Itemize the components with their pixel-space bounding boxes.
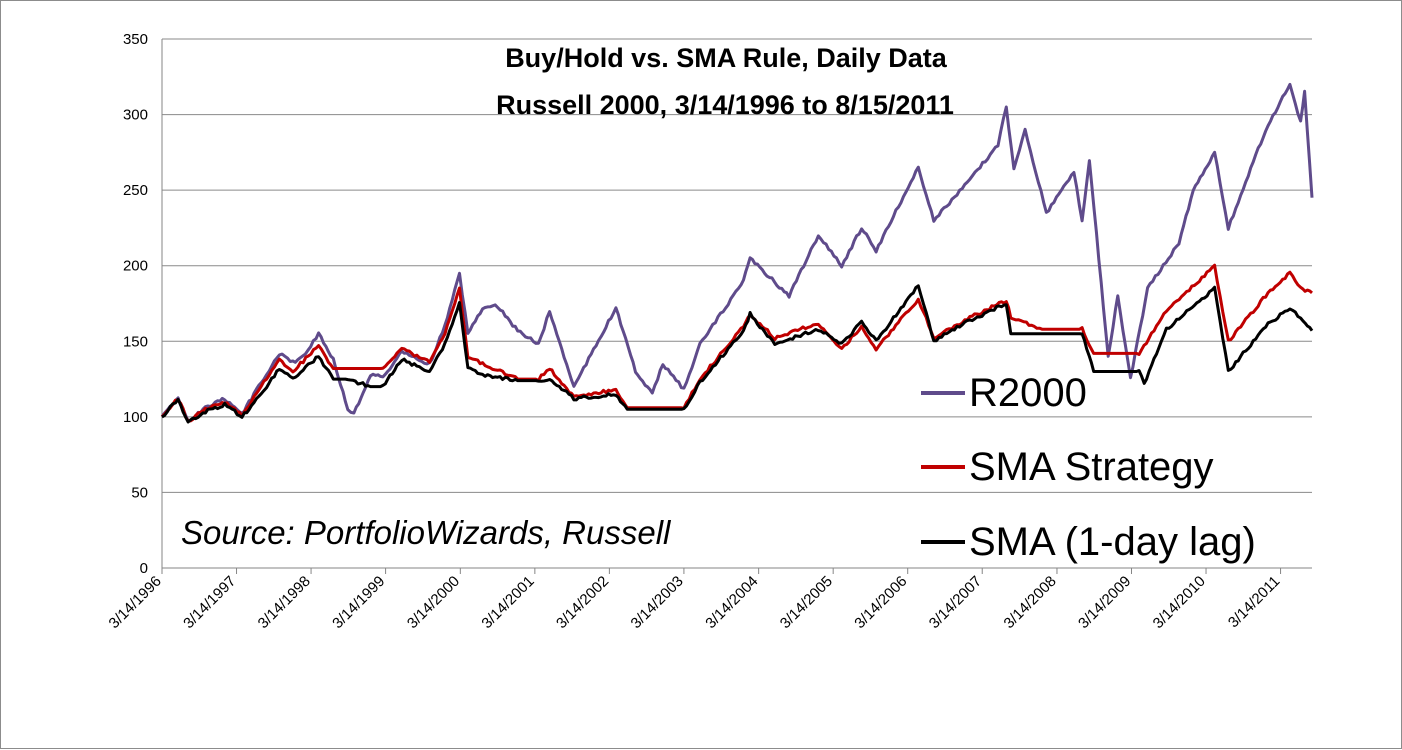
series-line-sma-strategy [160,263,1313,423]
x-tick-label: 3/14/1997 [180,573,239,632]
series-line-sma-1-day-lag [161,284,1314,424]
legend-label-sma-lag: SMA (1-day lag) [969,520,1256,564]
y-tick-label: 0 [140,560,148,577]
x-tick-label: 3/14/1999 [329,573,388,632]
x-tick-label: 3/14/2006 [851,573,910,632]
y-tick-label: 250 [123,182,148,199]
chart-subtitle: Russell 2000, 3/14/1996 to 8/15/2011 [496,90,954,120]
legend-label-sma-strategy: SMA Strategy [969,445,1214,489]
y-tick-label: 150 [123,333,148,350]
x-axis [161,568,1282,574]
legend: R2000 SMA Strategy SMA (1-day lag) [921,371,1256,564]
series-line-r2000 [160,82,1314,423]
x-tick-label: 3/14/2003 [628,573,687,632]
x-tick-label: 3/14/2011 [1225,573,1283,631]
x-tick-label: 3/14/1998 [255,573,314,632]
y-tick-label: 200 [123,258,148,275]
x-axis-tick-labels: 3/14/1996 3/14/1997 3/14/1998 3/14/1999 3/14… [106,573,1284,632]
x-tick-label: 3/14/2010 [1150,573,1209,632]
y-tick-label: 50 [131,484,148,501]
series-lines [160,82,1314,424]
y-axis-tick-labels: 0 50 100 150 200 250 300 350 [123,31,148,577]
gridlines [161,38,1312,569]
x-tick-label: 3/14/2008 [1001,573,1060,632]
chart-title: Buy/Hold vs. SMA Rule, Daily Data [505,43,948,73]
x-tick-label: 3/14/2005 [777,573,836,632]
x-tick-label: 3/14/2002 [553,573,612,632]
y-tick-label: 300 [123,107,148,124]
x-tick-label: 3/14/1996 [106,573,165,632]
x-tick-label: 3/14/2007 [926,573,985,632]
x-tick-label: 3/14/2004 [702,573,761,632]
y-tick-label: 350 [123,31,148,48]
source-annotation: Source: PortfolioWizards, Russell [181,514,672,551]
y-tick-label: 100 [123,409,148,426]
x-tick-label: 3/14/2000 [404,573,463,632]
legend-label-r2000: R2000 [969,371,1087,415]
x-tick-label: 3/14/2001 [478,573,537,632]
x-tick-label: 3/14/2009 [1075,573,1134,632]
